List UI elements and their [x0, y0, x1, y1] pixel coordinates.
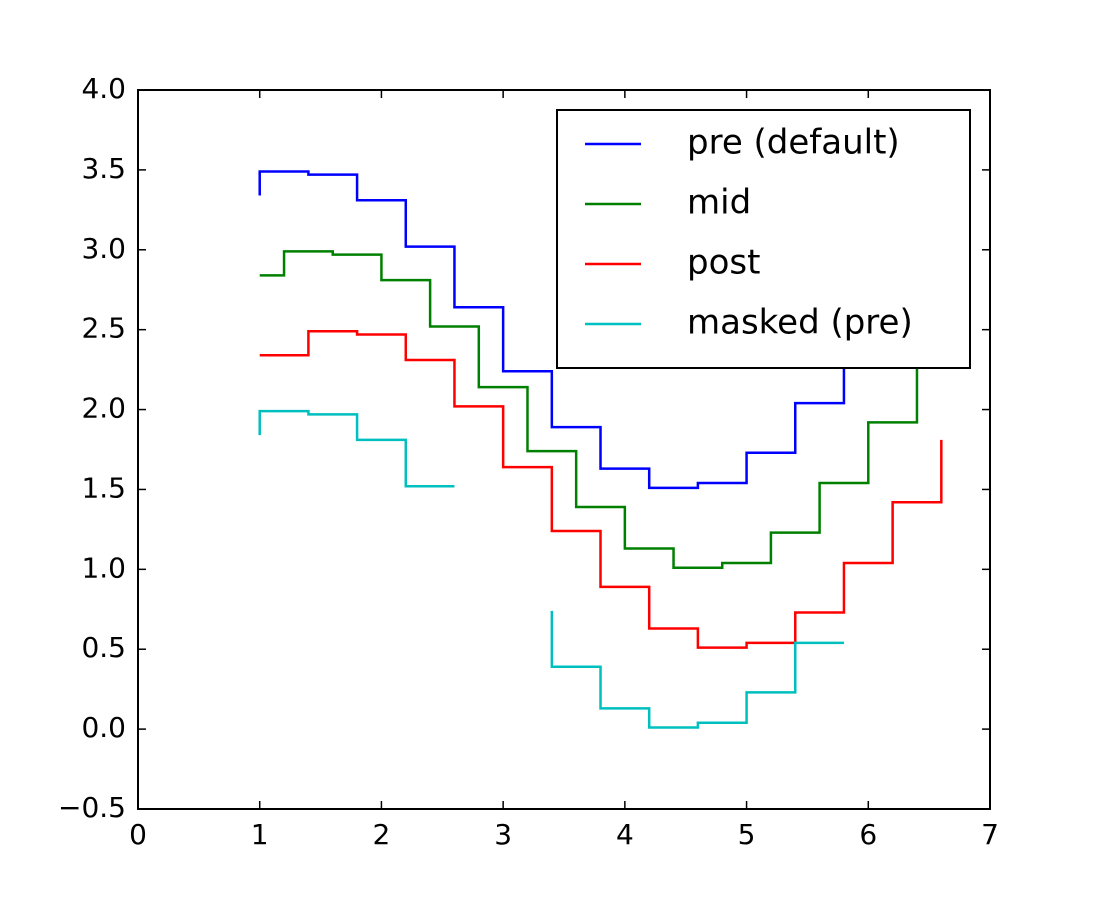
y-tick-label: 2.0 — [81, 392, 126, 425]
step-line — [259, 250, 942, 569]
legend-label: masked (pre) — [687, 303, 913, 343]
step-line — [258, 170, 942, 490]
step-line — [550, 610, 844, 729]
plot-frame — [137, 89, 991, 810]
x-tick-label: 2 — [373, 818, 391, 851]
legend-label: post — [687, 243, 760, 283]
step-line — [258, 409, 455, 488]
x-tick-label: 1 — [251, 818, 269, 851]
y-tick-label: 1.5 — [81, 471, 126, 504]
x-tick-label: 3 — [494, 818, 512, 851]
y-tick-label: −0.5 — [58, 791, 126, 824]
y-tick-label: 3.0 — [81, 232, 126, 265]
y-tick-label: 1.0 — [81, 551, 126, 584]
legend-label: mid — [687, 183, 751, 223]
y-tick-label: 0.5 — [81, 631, 126, 664]
y-tick-label: 3.5 — [81, 152, 126, 185]
x-tick-label: 7 — [981, 818, 999, 851]
x-tick-label: 4 — [616, 818, 634, 851]
y-tick-label: 0.0 — [81, 711, 126, 744]
y-tick-label: 4.0 — [81, 72, 126, 105]
x-tick-label: 6 — [859, 818, 877, 851]
step-line — [259, 330, 943, 649]
x-tick-label: 0 — [129, 818, 147, 851]
legend-label: pre (default) — [687, 123, 900, 163]
x-tick-label: 5 — [738, 818, 756, 851]
y-tick-label: 2.5 — [81, 312, 126, 345]
